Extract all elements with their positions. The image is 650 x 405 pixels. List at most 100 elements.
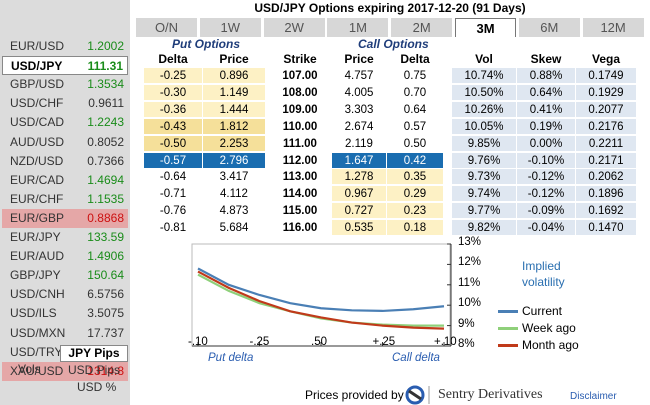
currency-pair-aud-usd[interactable]: AUD/USD 0.8052 bbox=[2, 133, 128, 152]
cell-vol[interactable]: 9.76% bbox=[452, 152, 516, 169]
cell-vega[interactable]: 0.1470 bbox=[576, 220, 636, 237]
currency-pair-usd-cnh[interactable]: USD/CNH 6.5756 bbox=[2, 285, 128, 304]
tab-2w[interactable]: 2W bbox=[263, 18, 325, 37]
jpy-pips-button[interactable]: JPY Pips bbox=[60, 345, 128, 362]
cell-put-price[interactable]: 1.149 bbox=[203, 84, 265, 101]
usd-pips-option[interactable]: USD Pips bbox=[68, 363, 121, 377]
cell-skew[interactable]: -0.09% bbox=[517, 203, 575, 220]
cell-call-price[interactable]: 0.967 bbox=[332, 186, 386, 203]
cell-vol[interactable]: 9.85% bbox=[452, 135, 516, 152]
cell-put-price[interactable]: 5.684 bbox=[203, 220, 265, 237]
cell-skew[interactable]: 0.19% bbox=[517, 118, 575, 135]
cell-vega[interactable]: 0.2062 bbox=[576, 169, 636, 186]
cell-vol[interactable]: 10.26% bbox=[452, 101, 516, 118]
cell-call-delta[interactable]: 0.29 bbox=[387, 186, 443, 203]
cell-put-delta[interactable]: -0.30 bbox=[144, 84, 202, 101]
cell-call-price[interactable]: 2.119 bbox=[332, 135, 386, 152]
cell-put-price[interactable]: 1.444 bbox=[203, 101, 265, 118]
cell-call-delta[interactable]: 0.42 bbox=[387, 152, 443, 169]
cell-skew[interactable]: -0.04% bbox=[517, 220, 575, 237]
cell-call-delta[interactable]: 0.35 bbox=[387, 169, 443, 186]
currency-pair-usd-cad[interactable]: USD/CAD 1.2243 bbox=[2, 113, 128, 132]
cell-skew[interactable]: 0.88% bbox=[517, 68, 575, 84]
cell-vol[interactable]: 9.73% bbox=[452, 169, 516, 186]
cell-put-price[interactable]: 4.873 bbox=[203, 203, 265, 220]
disclaimer-link[interactable]: Disclaimer bbox=[570, 391, 617, 402]
cell-call-delta[interactable]: 0.75 bbox=[387, 68, 443, 84]
sentry-brand[interactable]: Sentry Derivatives bbox=[438, 387, 543, 402]
currency-pair-eur-cad[interactable]: EUR/CAD 1.4694 bbox=[2, 171, 128, 190]
currency-pair-eur-jpy[interactable]: EUR/JPY 133.59 bbox=[2, 228, 128, 247]
cell-vol[interactable]: 9.82% bbox=[452, 220, 516, 237]
currency-pair-usd-chf[interactable]: USD/CHF 0.9611 bbox=[2, 94, 128, 113]
cell-vega[interactable]: 0.2171 bbox=[576, 152, 636, 169]
cell-put-delta[interactable]: -0.25 bbox=[144, 68, 202, 84]
cell-vega[interactable]: 0.2176 bbox=[576, 118, 636, 135]
cell-skew[interactable]: 0.41% bbox=[517, 101, 575, 118]
usd-percent-option[interactable]: USD % bbox=[77, 380, 117, 394]
cell-put-price[interactable]: 2.796 bbox=[203, 152, 265, 169]
tab-12m[interactable]: 12M bbox=[582, 18, 644, 37]
cell-vol[interactable]: 10.50% bbox=[452, 84, 516, 101]
cell-put-delta[interactable]: -0.71 bbox=[144, 186, 202, 203]
cell-call-delta[interactable]: 0.64 bbox=[387, 101, 443, 118]
currency-pair-usd-ils[interactable]: USD/ILS 3.5075 bbox=[2, 304, 128, 323]
cell-call-price[interactable]: 4.757 bbox=[332, 68, 386, 84]
cell-call-price[interactable]: 1.647 bbox=[332, 152, 386, 169]
cell-skew[interactable]: -0.12% bbox=[517, 186, 575, 203]
currency-pair-gbp-usd[interactable]: GBP/USD 1.3534 bbox=[2, 75, 128, 94]
cell-put-price[interactable]: 4.112 bbox=[203, 186, 265, 203]
cell-put-price[interactable]: 0.896 bbox=[203, 68, 265, 84]
currency-pair-eur-gbp[interactable]: EUR/GBP 0.8868 bbox=[2, 208, 128, 228]
tab-2m[interactable]: 2M bbox=[391, 18, 453, 37]
cell-put-delta[interactable]: -0.81 bbox=[144, 220, 202, 237]
cell-skew[interactable]: 0.00% bbox=[517, 135, 575, 152]
cell-call-price[interactable]: 3.303 bbox=[332, 101, 386, 118]
cell-put-price[interactable]: 2.253 bbox=[203, 135, 265, 152]
cell-vega[interactable]: 0.1929 bbox=[576, 84, 636, 101]
tab-1w[interactable]: 1W bbox=[199, 18, 261, 37]
currency-pair-gbp-jpy[interactable]: GBP/JPY 150.64 bbox=[2, 266, 128, 285]
cell-call-delta[interactable]: 0.18 bbox=[387, 220, 443, 237]
currency-pair-eur-aud[interactable]: EUR/AUD 1.4906 bbox=[2, 247, 128, 266]
tab-6m[interactable]: 6M bbox=[518, 18, 580, 37]
cell-put-delta[interactable]: -0.43 bbox=[144, 118, 202, 135]
cell-vega[interactable]: 0.1692 bbox=[576, 203, 636, 220]
cell-call-delta[interactable]: 0.50 bbox=[387, 135, 443, 152]
cell-call-delta[interactable]: 0.70 bbox=[387, 84, 443, 101]
cell-call-price[interactable]: 1.278 bbox=[332, 169, 386, 186]
cell-call-price[interactable]: 4.005 bbox=[332, 84, 386, 101]
cell-call-price[interactable]: 0.727 bbox=[332, 203, 386, 220]
tab-3m[interactable]: 3M bbox=[455, 18, 516, 37]
cell-vega[interactable]: 0.2077 bbox=[576, 101, 636, 118]
cell-skew[interactable]: 0.64% bbox=[517, 84, 575, 101]
currency-pair-eur-usd[interactable]: EUR/USD 1.2002 bbox=[2, 37, 128, 56]
cell-put-price[interactable]: 3.417 bbox=[203, 169, 265, 186]
cell-put-delta[interactable]: -0.57 bbox=[144, 152, 202, 169]
cell-vol[interactable]: 9.74% bbox=[452, 186, 516, 203]
cell-put-delta[interactable]: -0.64 bbox=[144, 169, 202, 186]
cell-call-price[interactable]: 2.674 bbox=[332, 118, 386, 135]
cell-skew[interactable]: -0.12% bbox=[517, 169, 575, 186]
cell-vega[interactable]: 0.2211 bbox=[576, 135, 636, 152]
cell-vega[interactable]: 0.1896 bbox=[576, 186, 636, 203]
cell-skew[interactable]: -0.10% bbox=[517, 152, 575, 169]
currency-pair-xau-usd[interactable]: XAU/USD 1314.8 bbox=[2, 361, 128, 381]
cell-put-delta[interactable]: -0.50 bbox=[144, 135, 202, 152]
cell-vol[interactable]: 10.74% bbox=[452, 68, 516, 84]
currency-pair-eur-chf[interactable]: EUR/CHF 1.1535 bbox=[2, 190, 128, 209]
currency-pair-nzd-usd[interactable]: NZD/USD 0.7366 bbox=[2, 152, 128, 171]
cell-vol[interactable]: 9.77% bbox=[452, 203, 516, 220]
cell-put-delta[interactable]: -0.76 bbox=[144, 203, 202, 220]
cell-vol[interactable]: 10.05% bbox=[452, 118, 516, 135]
cell-vega[interactable]: 0.1749 bbox=[576, 68, 636, 84]
cell-call-delta[interactable]: 0.23 bbox=[387, 203, 443, 220]
cell-call-delta[interactable]: 0.57 bbox=[387, 118, 443, 135]
cell-call-price[interactable]: 0.535 bbox=[332, 220, 386, 237]
cell-put-price[interactable]: 1.812 bbox=[203, 118, 265, 135]
tab-1m[interactable]: 1M bbox=[327, 18, 389, 37]
cell-put-delta[interactable]: -0.36 bbox=[144, 101, 202, 118]
tab-on[interactable]: O/N bbox=[136, 18, 197, 37]
currency-pair-usd-mxn[interactable]: USD/MXN 17.737 bbox=[2, 324, 128, 343]
currency-pair-usd-jpy[interactable]: USD/JPY 111.31 bbox=[2, 56, 128, 76]
